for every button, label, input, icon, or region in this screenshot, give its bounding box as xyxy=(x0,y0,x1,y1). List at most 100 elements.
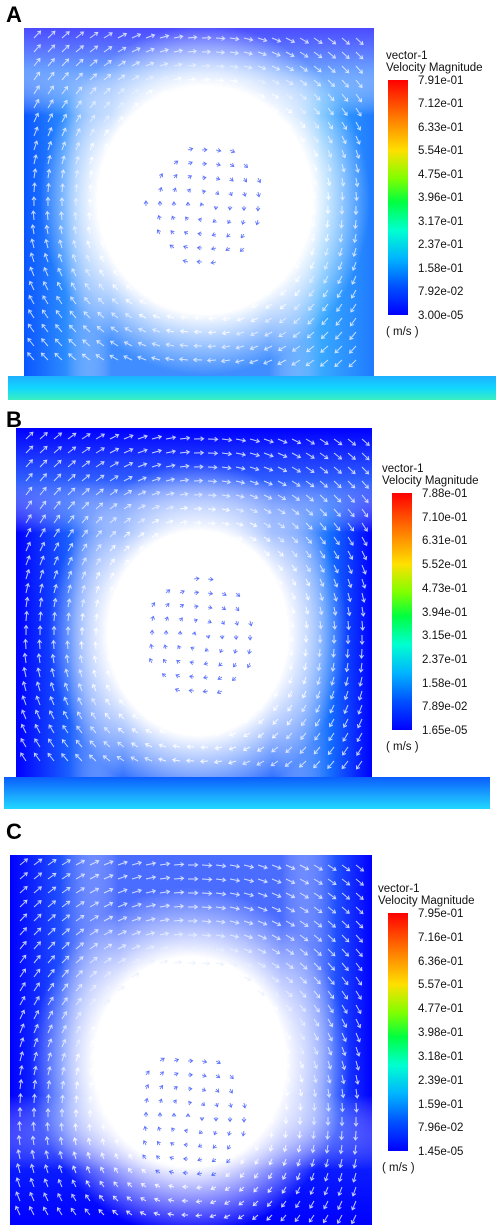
velocity-arrow xyxy=(277,564,283,571)
velocity-arrow xyxy=(215,717,223,723)
velocity-arrow xyxy=(211,1172,217,1177)
velocity-arrow xyxy=(136,601,142,608)
velocity-arrow xyxy=(263,438,274,444)
velocity-arrow xyxy=(344,662,350,673)
velocity-arrow xyxy=(123,531,131,538)
velocity-arrow xyxy=(103,115,110,123)
velocity-arrow xyxy=(336,303,343,313)
velocity-arrow xyxy=(43,1192,49,1202)
velocity-arrow xyxy=(313,948,322,956)
velocity-arrow xyxy=(137,341,147,347)
velocity-arrow xyxy=(282,1144,288,1153)
velocity-arrow xyxy=(165,505,175,510)
velocity-arrow xyxy=(89,73,98,81)
velocity-arrow xyxy=(56,281,63,291)
velocity-arrow xyxy=(49,695,55,706)
velocity-arrow xyxy=(137,462,148,468)
velocity-arrow xyxy=(165,435,177,441)
velocity-arrow xyxy=(159,861,171,867)
velocity-arrow xyxy=(39,541,46,552)
velocity-arrow xyxy=(144,742,153,748)
velocity-arrow xyxy=(145,875,157,880)
velocity-arrow xyxy=(145,158,150,165)
velocity-arrow xyxy=(145,103,153,109)
velocity-arrow xyxy=(103,741,111,748)
velocity-arrow xyxy=(243,878,255,884)
velocity-arrow xyxy=(165,589,171,594)
velocity-arrow xyxy=(355,760,363,770)
velocity-arrow xyxy=(219,648,224,654)
velocity-arrow xyxy=(356,746,363,756)
velocity-arrow xyxy=(187,118,195,124)
velocity-arrow xyxy=(203,675,209,680)
velocity-arrow xyxy=(257,1046,263,1053)
velocity-arrow xyxy=(117,972,126,978)
velocity-arrow xyxy=(333,438,343,446)
velocity-arrow xyxy=(75,956,84,964)
velocity-arrow xyxy=(16,1134,22,1146)
velocity-arrow xyxy=(285,906,296,913)
velocity-arrow xyxy=(158,186,163,193)
velocity-arrow xyxy=(116,171,122,179)
velocity-arrow xyxy=(295,1186,301,1195)
velocity-arrow xyxy=(257,93,266,99)
velocity-arrow xyxy=(341,107,348,117)
velocity-arrow xyxy=(313,878,323,885)
velocity-arrow xyxy=(79,640,84,650)
velocity-arrow xyxy=(274,662,280,670)
velocity-arrow xyxy=(75,155,80,165)
velocity-arrow xyxy=(103,929,113,936)
velocity-arrow xyxy=(313,93,321,101)
velocity-arrow xyxy=(100,1166,105,1174)
velocity-arrow xyxy=(215,877,227,883)
velocity-arrow xyxy=(179,547,187,553)
velocity-arrow xyxy=(61,113,68,123)
velocity-arrow xyxy=(59,1122,64,1132)
velocity-arrow xyxy=(337,1172,343,1183)
velocity-arrow xyxy=(321,317,329,326)
velocity-arrow xyxy=(194,315,203,321)
velocity-arrow xyxy=(47,140,53,151)
velocity-arrow xyxy=(355,163,360,174)
velocity-arrow xyxy=(169,244,175,249)
velocity-arrow xyxy=(154,272,161,277)
velocity-arrow xyxy=(229,1074,234,1080)
velocity-arrow xyxy=(53,514,61,524)
velocity-arrow xyxy=(137,518,146,524)
velocity-arrow xyxy=(319,359,329,367)
velocity-arrow xyxy=(47,872,57,880)
velocity-arrow xyxy=(78,654,84,664)
velocity-arrow xyxy=(356,718,363,729)
velocity-arrow xyxy=(246,676,251,683)
velocity-arrow xyxy=(239,1186,245,1192)
tick-label: 7.91e-01 xyxy=(418,75,464,87)
velocity-arrow xyxy=(262,620,267,628)
velocity-arrow xyxy=(171,757,181,763)
velocity-arrow xyxy=(328,732,335,742)
velocity-arrow xyxy=(257,906,268,912)
velocity-arrow xyxy=(187,1030,195,1036)
velocity-arrow xyxy=(299,51,309,58)
velocity-arrow xyxy=(340,177,346,187)
velocity-arrow xyxy=(131,144,137,151)
velocity-arrow xyxy=(67,446,77,454)
velocity-arrow xyxy=(258,718,265,724)
velocity-arrow xyxy=(207,464,218,470)
velocity-arrow xyxy=(323,275,329,284)
velocity-arrow xyxy=(293,303,301,311)
velocity-arrow xyxy=(277,359,287,366)
velocity-arrow xyxy=(201,1031,209,1036)
velocity-arrow xyxy=(229,64,239,70)
velocity-arrow xyxy=(72,1137,78,1146)
velocity-arrow xyxy=(263,480,273,486)
velocity-arrow xyxy=(256,177,262,184)
tick-label: 7.10e-01 xyxy=(422,512,468,524)
velocity-arrow xyxy=(285,976,294,983)
velocity-arrow xyxy=(275,648,280,656)
velocity-arrow xyxy=(291,494,301,501)
velocity-arrow xyxy=(29,1163,35,1174)
velocity-arrow xyxy=(186,730,195,736)
velocity-arrow xyxy=(193,506,203,512)
velocity-arrow xyxy=(47,941,56,950)
velocity-arrow xyxy=(44,1136,50,1146)
